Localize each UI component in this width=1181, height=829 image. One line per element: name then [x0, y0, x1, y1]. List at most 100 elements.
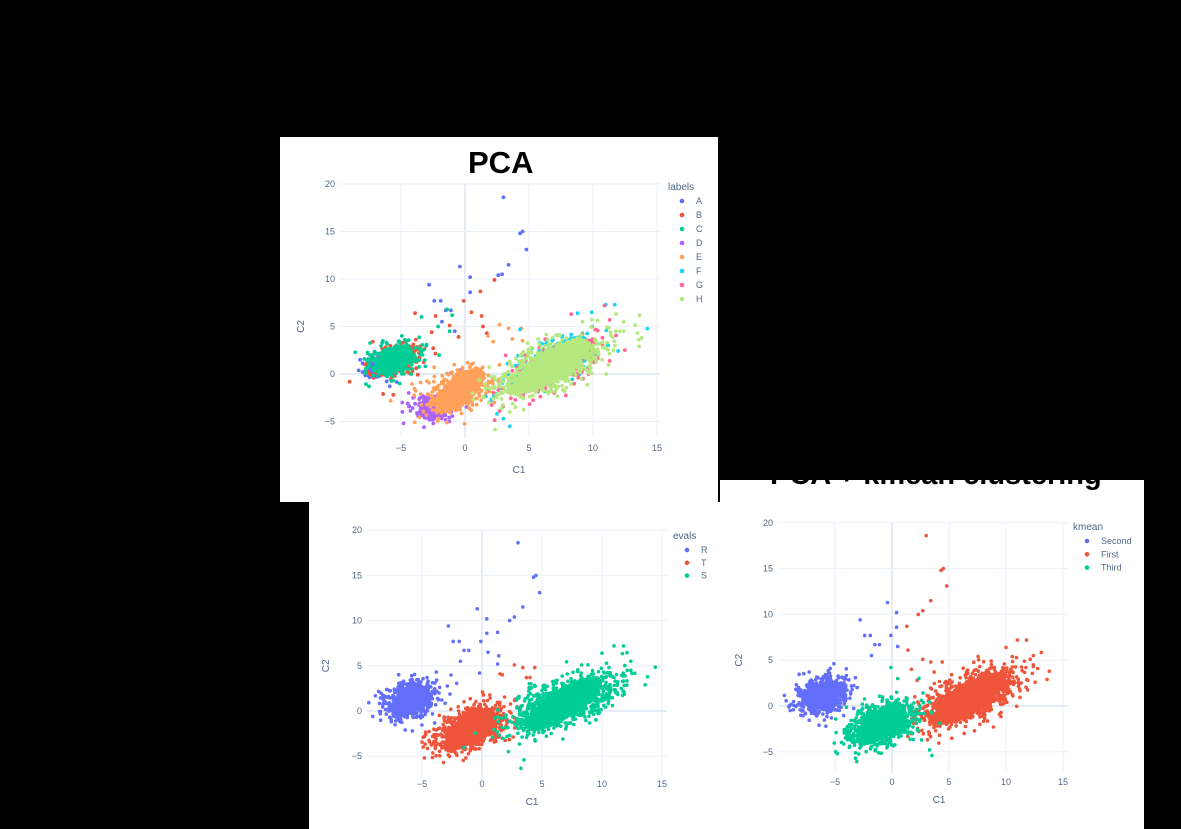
y-axis-title: C2 [734, 653, 745, 666]
y-axis-title: C2 [296, 320, 307, 333]
series-s [462, 644, 658, 771]
series-third [832, 665, 942, 764]
data-points [367, 541, 658, 771]
x-tick-label: 5 [946, 777, 951, 787]
legend-marker-icon [684, 560, 690, 566]
series-r [367, 541, 542, 733]
legend-item-e[interactable]: E [679, 252, 702, 262]
legend-item-a[interactable]: A [679, 196, 702, 206]
legend-item-g[interactable]: G [679, 280, 703, 290]
legend-title: evals [673, 531, 696, 542]
legend-label: T [701, 558, 707, 568]
y-tick-label: 5 [357, 661, 362, 671]
kmean-title: PCA + kmean clustering [770, 480, 1102, 492]
x-tick-label: 5 [539, 779, 544, 789]
pca-kmean-scatter-plot[interactable]: −5 0 5 10 15 −5 0 5 10 15 20 C1 C2 kmean Second First Th… [720, 480, 1144, 829]
legend-label: G [696, 280, 703, 290]
legend-item-second[interactable]: Second [1084, 536, 1132, 546]
series-h [470, 312, 644, 432]
legend-label: D [696, 238, 703, 248]
legend-marker-icon [679, 282, 685, 288]
pca-evals-scatter-plot[interactable]: −5 0 5 10 15 −5 0 5 10 15 20 C1 C2 evals RTS [309, 502, 721, 829]
y-tick-label: 5 [330, 322, 335, 332]
legend-marker-icon [1084, 565, 1090, 570]
y-tick-label: 5 [768, 655, 773, 665]
pca-evals-panel: −5 0 5 10 15 −5 0 5 10 15 20 C1 C2 evals R T S [309, 502, 721, 829]
y-tick-label: −5 [352, 751, 362, 761]
x-axis-title: C1 [933, 795, 946, 806]
y-tick-label: −5 [325, 417, 335, 427]
legend-label: F [696, 266, 702, 276]
x-tick-label: 15 [652, 443, 662, 453]
legend-marker-icon [679, 226, 685, 232]
legend-label: C [696, 224, 703, 234]
legend-item-c[interactable]: C [679, 224, 703, 234]
legend-label: E [696, 252, 702, 262]
y-tick-label: 0 [768, 701, 773, 711]
legend-item-b[interactable]: B [679, 210, 702, 220]
y-tick-label: 20 [325, 179, 335, 189]
legend-label: Second [1101, 536, 1132, 546]
x-axis-title: C1 [513, 465, 526, 476]
legend-item-r[interactable]: R [684, 545, 708, 555]
series-first [891, 533, 1052, 745]
x-tick-label: 0 [479, 779, 484, 789]
legend-marker-icon [679, 240, 685, 246]
y-tick-label: 15 [352, 570, 362, 580]
legend-item-s[interactable]: S [684, 571, 707, 581]
legend-item-f[interactable]: F [679, 266, 702, 276]
series-second [782, 600, 900, 728]
legend-marker-icon [679, 254, 685, 260]
legend: evals RTS [673, 531, 708, 581]
y-tick-label: 15 [763, 564, 773, 574]
x-tick-label: 0 [462, 443, 467, 453]
legend-item-first[interactable]: First [1084, 549, 1119, 559]
legend-label: A [696, 196, 702, 206]
legend-marker-icon [679, 296, 685, 302]
y-tick-label: 10 [325, 274, 335, 284]
y-axis-title: C2 [321, 659, 332, 672]
y-tick-label: −5 [763, 747, 773, 757]
y-tick-label: 0 [357, 706, 362, 716]
x-tick-label: −5 [396, 443, 406, 453]
legend-marker-icon [684, 547, 690, 553]
series-c [353, 307, 455, 389]
legend-label: First [1101, 549, 1119, 559]
x-tick-label: 5 [526, 443, 531, 453]
legend-item-third[interactable]: Third [1084, 563, 1122, 573]
y-tick-label: 20 [352, 525, 362, 535]
x-tick-label: −5 [417, 779, 427, 789]
y-tick-label: 10 [352, 616, 362, 626]
legend-label: R [701, 545, 708, 555]
x-tick-label: −5 [830, 777, 840, 787]
legend-marker-icon [684, 573, 690, 578]
legend-marker-icon [1084, 552, 1090, 557]
x-tick-label: 10 [1001, 777, 1011, 787]
pca-title: PCA [468, 145, 534, 180]
legend-title: kmean [1073, 522, 1103, 533]
x-tick-label: 10 [597, 779, 607, 789]
x-tick-label: 15 [1058, 777, 1068, 787]
legend-marker-icon [679, 198, 685, 204]
data-points [347, 195, 650, 432]
x-tick-label: 10 [588, 443, 598, 453]
legend-label: S [701, 571, 707, 581]
legend-item-h[interactable]: H [679, 294, 703, 304]
x-tick-label: 15 [657, 779, 667, 789]
legend-item-d[interactable]: D [679, 238, 703, 248]
legend-marker-icon [679, 212, 685, 218]
legend-item-t[interactable]: T [684, 558, 707, 568]
data-points [782, 533, 1052, 764]
legend: kmean Second First Third [1073, 522, 1132, 573]
pca-labels-panel: PCA −5 0 5 10 15 −5 0 5 10 15 20 C1 C2 labels A B C D E F G H [280, 137, 718, 502]
pca-kmean-panel: PCA + kmean clustering −5 0 5 10 15 −5 0 5 10 15 2… [720, 480, 1144, 829]
x-tick-label: 0 [889, 777, 894, 787]
y-tick-label: 0 [330, 369, 335, 379]
legend-title: labels [668, 182, 694, 193]
legend-marker-icon [679, 268, 685, 274]
y-tick-label: 10 [763, 609, 773, 619]
legend-label: B [696, 210, 702, 220]
legend-label: Third [1101, 563, 1122, 573]
